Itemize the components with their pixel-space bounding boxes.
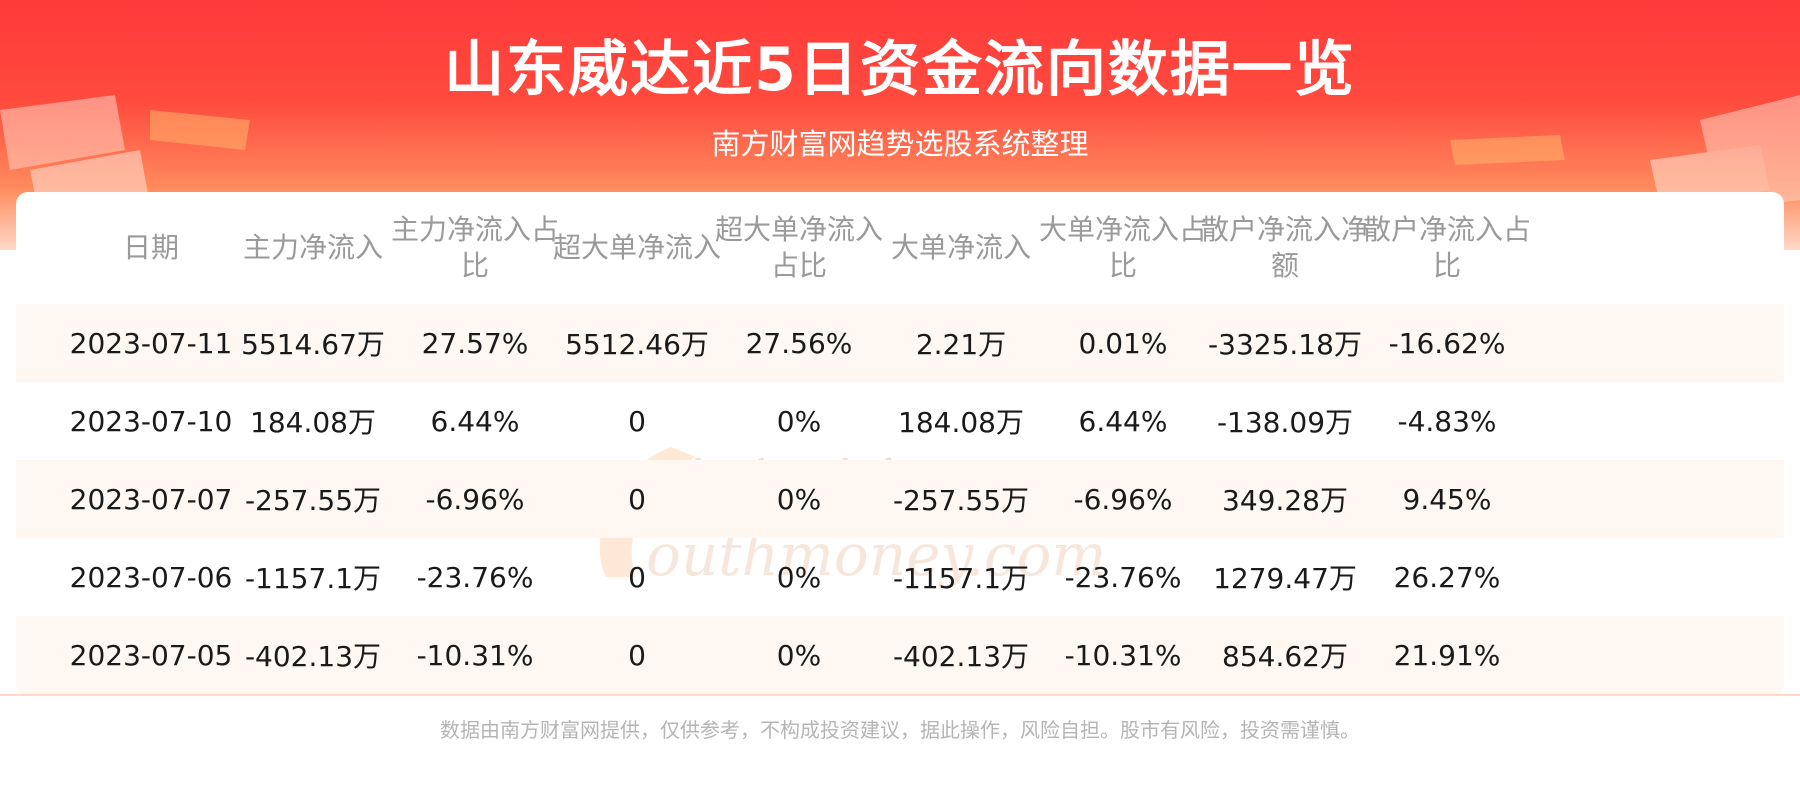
table-cell: 5514.67万	[241, 328, 385, 361]
table-cell: 27.57%	[421, 326, 529, 360]
table-cell: -10.31%	[416, 638, 534, 672]
fund-flow-table: 日期 主力净流入 主力净流入占比 超大单净流入 超大单净流入占比 大单净流入 大单净流入占比…	[16, 192, 1784, 694]
table-cell: 0%	[776, 482, 822, 516]
table-cell: -1157.1万	[244, 562, 382, 595]
table-cell: 26.27%	[1393, 560, 1501, 594]
table-header-row: 日期 主力净流入 主力净流入占比 超大单净流入 超大单净流入占比 大单净流入 大单净流入占比…	[16, 192, 1784, 304]
table-cell: -6.96%	[1073, 482, 1173, 516]
table-cell: 0%	[776, 560, 822, 594]
column-header: 大单净流入	[890, 231, 1031, 264]
table-cell: 6.44%	[1078, 404, 1168, 438]
disclaimer-text: 数据由南方财富网提供，仅供参考，不构成投资建议，据此操作，风险自担。股市有风险，…	[440, 718, 1360, 742]
table-cell: 0%	[776, 404, 822, 438]
table-cell: -10.31%	[1064, 638, 1182, 672]
page-subtitle: 南方财富网趋势选股系统整理	[711, 127, 1089, 161]
table-cell: 27.56%	[745, 326, 853, 360]
table-cell: -3325.18万	[1208, 328, 1362, 361]
table-cell: -257.55万	[892, 484, 1030, 517]
date-cell: 2023-07-05	[69, 638, 233, 672]
column-header: 大单净流入占比	[1038, 213, 1207, 282]
date-cell: 2023-07-07	[69, 482, 233, 516]
table-cell: 349.28万	[1222, 484, 1348, 517]
table-cell: 1279.47万	[1213, 562, 1357, 595]
table-cell: 6.44%	[430, 404, 520, 438]
column-header: 散户净流入净额	[1200, 213, 1369, 282]
table-cell: -16.62%	[1388, 326, 1506, 360]
table-cell: 0.01%	[1078, 326, 1168, 360]
table-cell: 21.91%	[1393, 638, 1501, 672]
table-row: 2023-07-07 -257.55万 -6.96% 0 0% -257.55万 -6.96…	[16, 460, 1784, 538]
column-header: 主力净流入	[242, 231, 383, 264]
right-coin-shape	[1450, 135, 1565, 165]
table-cell: -23.76%	[416, 560, 534, 594]
date-cell: 2023-07-11	[69, 326, 233, 360]
table-cell: 0	[628, 560, 646, 594]
table-cell: -138.09万	[1216, 406, 1354, 439]
column-header: 散户净流入占比	[1362, 213, 1531, 282]
table-cell: 854.62万	[1222, 640, 1348, 673]
table-cell: 184.08万	[898, 406, 1024, 439]
table-cell: 9.45%	[1402, 482, 1492, 516]
column-header: 日期	[122, 231, 179, 264]
table-cell: 0	[628, 482, 646, 516]
table-cell: 0	[628, 404, 646, 438]
table-row: 2023-07-10 184.08万 6.44% 0 0% 184.08万 6.44% -13…	[16, 382, 1784, 460]
column-header: 超大单净流入占比	[714, 213, 883, 282]
table-cell: 2.21万	[915, 328, 1007, 361]
table-cell: -4.83%	[1397, 404, 1497, 438]
table-cell: -23.76%	[1064, 560, 1182, 594]
data-card: 南方财富网 outhmoney.com 日期主力净流入主力净流入占比超大单净流入…	[16, 192, 1784, 696]
date-cell: 2023-07-06	[69, 560, 233, 594]
banner-decoration	[0, 95, 1800, 220]
right-gift-box-shape-2	[1650, 145, 1770, 205]
table-cell: 0%	[776, 638, 822, 672]
date-cell: 2023-07-10	[69, 404, 233, 438]
column-header: 超大单净流入	[552, 231, 721, 264]
left-gift-box-shape	[0, 95, 125, 170]
table-cell: -402.13万	[892, 640, 1030, 673]
table-cell: -1157.1万	[892, 562, 1030, 595]
footer-divider	[0, 694, 1800, 696]
column-header: 主力净流入占比	[390, 213, 559, 282]
left-coin-shape	[150, 110, 250, 150]
table-cell: 184.08万	[250, 406, 376, 439]
page-title: 山东威达近5日资金流向数据一览	[444, 35, 1356, 105]
table-row: 2023-07-06 -1157.1万 -23.76% 0 0% -1157.1万 -23.…	[16, 538, 1784, 616]
table-cell: -257.55万	[244, 484, 382, 517]
table-cell: 0	[628, 638, 646, 672]
table-cell: 5512.46万	[565, 328, 709, 361]
table-cell: -6.96%	[425, 482, 525, 516]
table-row: 2023-07-11 5514.67万 27.57% 5512.46万 27.56% 2.…	[16, 304, 1784, 382]
table-cell: -402.13万	[244, 640, 382, 673]
table-row: 2023-07-05 -402.13万 -10.31% 0 0% -402.13万 -10.…	[16, 616, 1784, 694]
